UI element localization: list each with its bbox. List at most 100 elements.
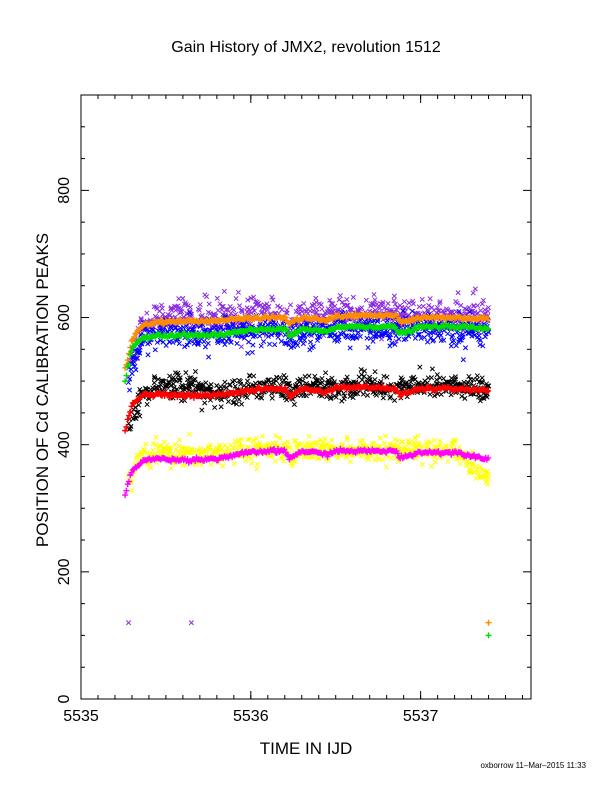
data-point [387, 334, 393, 341]
data-point [274, 443, 280, 449]
data-point [485, 454, 492, 461]
data-point [195, 342, 201, 348]
data-point [122, 427, 129, 434]
data-point [286, 342, 292, 348]
data-point [250, 294, 257, 300]
data-point [384, 306, 390, 312]
data-point [219, 304, 225, 310]
data-point [485, 619, 492, 626]
data-point [246, 306, 252, 312]
data-point [254, 466, 260, 472]
data-point [159, 305, 165, 312]
data-point [359, 442, 366, 448]
data-point [199, 462, 205, 468]
data-point [252, 333, 258, 339]
data-point [217, 442, 223, 448]
data-point [432, 459, 438, 465]
data-point [381, 440, 387, 446]
data-point [275, 303, 281, 309]
data-point [394, 304, 401, 310]
data-point [183, 370, 189, 376]
data-point [150, 447, 156, 453]
data-point [186, 308, 193, 314]
data-point [476, 333, 482, 339]
data-point [328, 388, 335, 395]
data-point [401, 299, 408, 305]
data-point [169, 307, 175, 313]
data-point [168, 445, 174, 451]
data-point [230, 400, 236, 406]
data-point [137, 413, 143, 419]
data-point [302, 332, 308, 338]
data-point [190, 380, 196, 386]
data-point [255, 461, 261, 467]
data-point [285, 389, 292, 396]
data-point [244, 394, 250, 400]
data-point [427, 296, 433, 302]
data-point [315, 377, 321, 383]
series-5 [122, 382, 492, 434]
data-point [429, 366, 435, 372]
series-4 [126, 364, 492, 432]
data-point [199, 407, 205, 413]
data-point [431, 337, 437, 343]
data-point [485, 387, 492, 394]
data-point [394, 438, 401, 444]
data-point [416, 304, 422, 310]
data-point [371, 440, 377, 446]
data-point [273, 321, 279, 327]
data-point [225, 325, 231, 331]
data-point [208, 387, 214, 393]
series-3 [122, 321, 492, 639]
data-point [428, 335, 434, 341]
data-point [462, 345, 469, 351]
data-point [370, 338, 376, 344]
data-point [232, 378, 238, 384]
data-point [384, 374, 390, 380]
data-point [230, 321, 236, 328]
data-point [448, 343, 454, 349]
data-point [206, 447, 212, 453]
data-point [437, 300, 443, 306]
x-tick-label: 5536 [233, 708, 269, 725]
data-point [128, 423, 134, 429]
data-point [417, 364, 423, 370]
data-point [336, 337, 342, 343]
data-point [359, 305, 365, 311]
data-point [147, 465, 154, 471]
data-point [306, 433, 312, 439]
data-point [258, 343, 264, 349]
data-point [277, 435, 283, 441]
data-point [415, 433, 421, 439]
data-point [425, 307, 431, 313]
data-point [457, 337, 463, 343]
data-point [480, 297, 486, 303]
data-point [272, 342, 278, 348]
data-point [372, 377, 378, 383]
data-point [249, 349, 255, 355]
data-point [451, 454, 457, 460]
data-point [299, 309, 305, 315]
data-point [173, 325, 179, 331]
data-point [234, 340, 240, 346]
plot-marks [122, 286, 492, 639]
data-point [214, 295, 220, 301]
data-point [361, 368, 368, 374]
data-point [133, 415, 139, 422]
data-point [233, 296, 239, 302]
data-point [388, 455, 394, 461]
data-point [419, 461, 425, 468]
data-point [284, 340, 290, 346]
data-point [485, 632, 492, 639]
data-point [479, 395, 485, 401]
data-point [485, 325, 492, 332]
data-point [393, 312, 400, 319]
data-point [474, 466, 480, 472]
data-point [231, 461, 237, 467]
data-point [228, 339, 234, 345]
data-point [174, 386, 180, 392]
data-point [388, 331, 394, 338]
plot-frame [80, 94, 532, 700]
data-point [350, 395, 356, 401]
data-point [148, 327, 155, 333]
